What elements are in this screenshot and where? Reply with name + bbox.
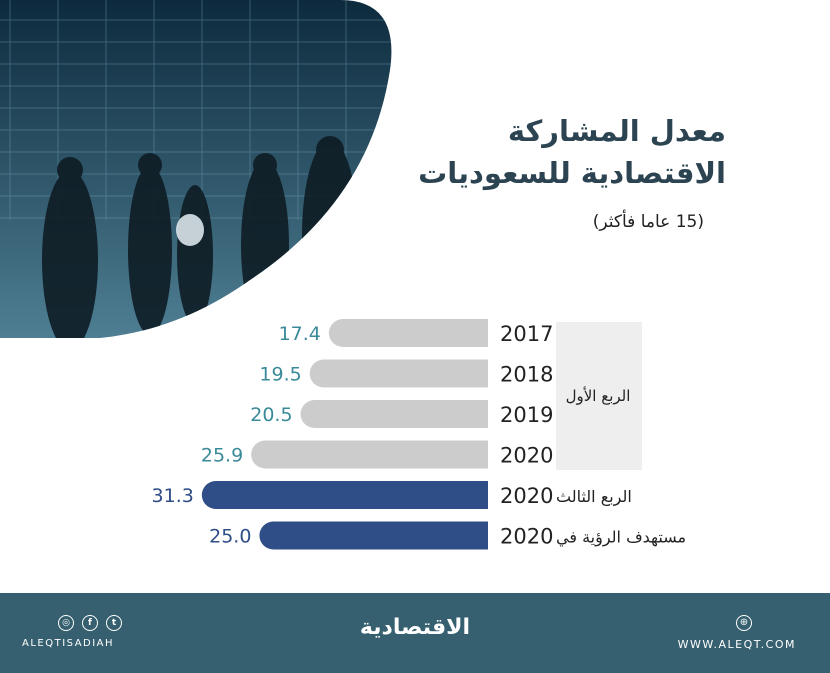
bar [309,359,488,388]
bar [251,440,488,469]
value-label: 17.4 [279,323,321,345]
value-label: 19.5 [259,364,301,386]
twitter-icon[interactable]: t [106,615,122,631]
bar-edge [474,359,488,388]
bar [259,521,488,550]
header-photo [0,0,392,338]
chart-subtitle: (15 عاما فأكثر) [592,212,704,232]
value-label: 20.5 [250,404,292,426]
social-handle[interactable]: ALEQTISADIAH [22,638,115,649]
website-link[interactable]: WWW.ALEQT.COM [677,638,796,651]
title-line-2: الاقتصادية للسعوديات [418,156,726,190]
instagram-icon[interactable]: ◎ [58,615,74,631]
chart-title: معدل المشاركة الاقتصادية للسعوديات [418,110,726,194]
year-label: 2018 [500,363,553,387]
year-label: 2017 [500,322,553,346]
row-prefix-label: مستهدف الرؤية في [556,528,686,548]
year-label: 2019 [500,403,553,427]
bar [300,400,488,428]
footer: ◎ f t ALEQTISADIAH الاقتصادية ⊕ WWW.ALEQ… [0,593,830,673]
group-label: الربع الأول [566,386,631,405]
value-label: 25.0 [209,526,251,548]
bar-edge [474,481,488,509]
year-label: 2020 [500,484,553,508]
bar [201,481,489,509]
facebook-icon[interactable]: f [82,615,98,631]
bar-edge [474,440,488,469]
year-label: 2020 [500,444,553,468]
bar-edge [474,521,488,550]
value-label: 25.9 [201,445,243,467]
brand-logo: الاقتصادية [359,615,471,640]
group-bracket [556,322,642,470]
bar-chart: الربع الأول 17.4 2017 19.5 2018 20.5 2019 25.9 2… [152,319,686,550]
bar-edge [474,319,488,347]
row-prefix-label: الربع الثالث [556,487,632,507]
title-line-1: معدل المشاركة [507,114,726,148]
value-label: 31.3 [152,485,194,507]
bar [328,319,488,347]
year-label: 2020 [500,525,553,549]
globe-icon: ⊕ [736,615,752,631]
bar-edge [474,400,488,428]
